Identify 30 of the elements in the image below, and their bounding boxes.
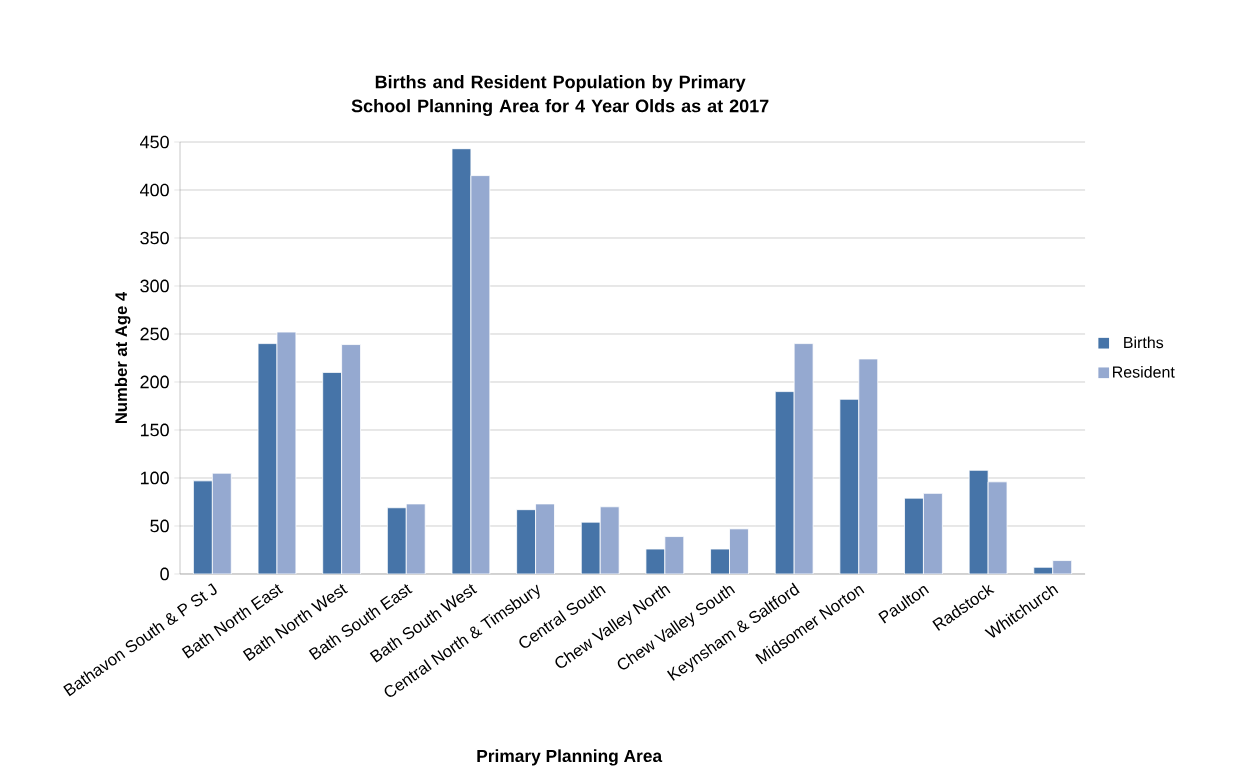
bar [580, 521, 601, 574]
y-tick-label: 250 [140, 327, 169, 341]
bar [386, 507, 407, 574]
y-tick-label: 100 [140, 471, 169, 485]
bar [341, 344, 361, 574]
y-tick-label: 50 [150, 519, 169, 533]
y-tick-label: 0 [160, 567, 169, 581]
y-tick-label: 300 [140, 279, 169, 293]
legend-label: Births [1124, 336, 1164, 349]
bar [451, 148, 472, 574]
bar [923, 492, 943, 574]
bar [211, 472, 232, 574]
bar [516, 509, 536, 574]
bar [405, 503, 426, 574]
bar [858, 358, 879, 574]
bar [193, 480, 213, 574]
y-tick-label: 150 [140, 423, 169, 437]
bar [322, 371, 343, 574]
chart-title: Births and Resident Population by Primary School Planning Area for 4 Year Olds as at 2017 [351, 75, 769, 116]
x-axis-title: Primary Planning Area [477, 749, 663, 766]
y-tick-label: 200 [140, 375, 169, 389]
bar [535, 503, 555, 574]
y-tick-label: 400 [139, 183, 169, 197]
bar [904, 497, 924, 574]
y-tick-label: 450 [139, 135, 169, 149]
y-tick-label: 350 [140, 231, 169, 245]
bar [774, 391, 795, 574]
y-axis-title: Number at Age 4 [114, 291, 131, 424]
bar [729, 528, 749, 574]
legend-label: Resident [1113, 366, 1175, 378]
